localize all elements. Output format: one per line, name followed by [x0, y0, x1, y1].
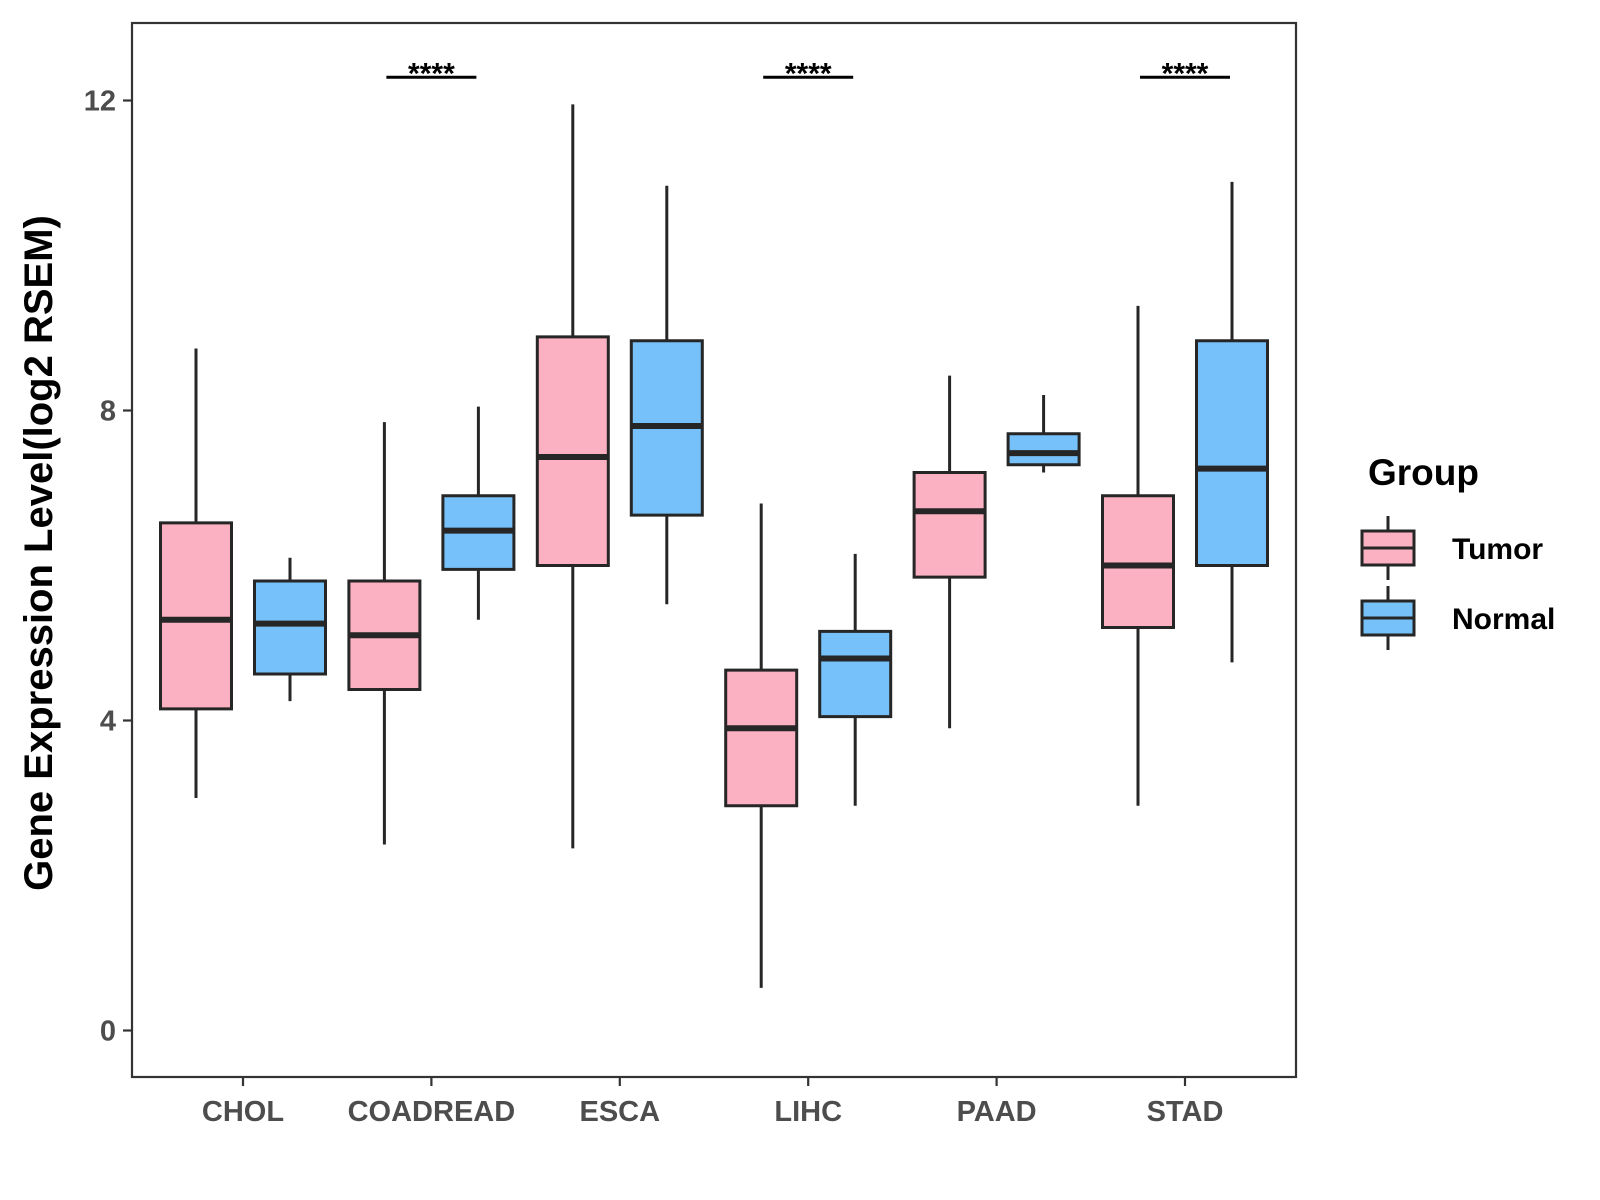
x-tick-label: ESCA — [580, 1096, 661, 1128]
legend: Group Tumor Normal — [1360, 452, 1555, 650]
y-tick-label: 4 — [100, 706, 116, 738]
box-tumor-lihc — [724, 503, 799, 988]
box-normal-paad — [1006, 395, 1081, 473]
box-normal-coadread — [441, 406, 516, 620]
box-normal-lihc — [818, 553, 893, 806]
box-tumor-chol — [159, 348, 233, 798]
x-tick-label: STAD — [1147, 1096, 1224, 1128]
y-axis: 0 4 8 12 — [84, 86, 132, 1048]
legend-key-tumor — [1360, 516, 1416, 580]
legend-title: Group — [1368, 452, 1479, 493]
significance-annotations: **** **** **** — [386, 57, 1230, 90]
y-tick-label: 8 — [100, 396, 116, 428]
legend-label-normal: Normal — [1452, 603, 1555, 636]
box-iqr — [1195, 339, 1269, 567]
box-tumor-stad — [1101, 305, 1175, 806]
box-iqr — [724, 668, 799, 808]
box-tumor-coadread — [347, 422, 422, 845]
x-tick-label: LIHC — [774, 1096, 842, 1128]
significance-label: **** — [408, 57, 455, 90]
box-iqr — [818, 629, 893, 719]
box-iqr — [253, 579, 327, 676]
y-axis-title: Gene Expression Level(log2 RSEM) — [17, 215, 61, 891]
box-series — [159, 104, 1269, 988]
box-normal-stad — [1195, 181, 1269, 663]
y-tick-label: 12 — [84, 86, 116, 118]
box-iqr — [912, 471, 987, 579]
significance-label: **** — [1162, 57, 1209, 90]
significance-label: **** — [785, 57, 832, 90]
box-iqr — [1101, 494, 1175, 629]
x-axis: CHOL COADREAD ESCA LIHC PAAD STAD — [202, 1077, 1223, 1128]
box-iqr — [1006, 432, 1081, 467]
legend-label-tumor: Tumor — [1452, 533, 1543, 566]
box-normal-chol — [253, 557, 327, 702]
x-tick-label: CHOL — [202, 1096, 284, 1128]
box-iqr — [159, 521, 233, 711]
x-tick-label: COADREAD — [348, 1096, 516, 1128]
y-tick-label: 0 — [100, 1016, 116, 1048]
box-tumor-paad — [912, 375, 987, 729]
box-tumor-esca — [535, 104, 610, 849]
legend-key-normal — [1360, 586, 1416, 650]
x-tick-label: PAAD — [957, 1096, 1037, 1128]
box-iqr — [535, 335, 610, 567]
box-normal-esca — [629, 185, 704, 605]
